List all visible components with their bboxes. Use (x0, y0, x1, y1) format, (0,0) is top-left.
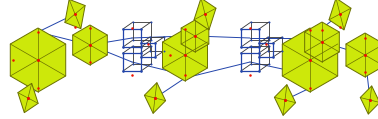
Polygon shape (73, 25, 107, 65)
Polygon shape (18, 83, 38, 113)
Polygon shape (282, 28, 338, 92)
Polygon shape (181, 20, 209, 52)
Polygon shape (144, 83, 166, 113)
Polygon shape (274, 85, 296, 115)
Polygon shape (360, 86, 378, 114)
Polygon shape (329, 0, 351, 30)
Polygon shape (10, 28, 66, 92)
Polygon shape (194, 0, 216, 30)
Polygon shape (163, 29, 208, 81)
Polygon shape (305, 22, 339, 62)
Polygon shape (65, 0, 85, 29)
Polygon shape (346, 33, 378, 77)
